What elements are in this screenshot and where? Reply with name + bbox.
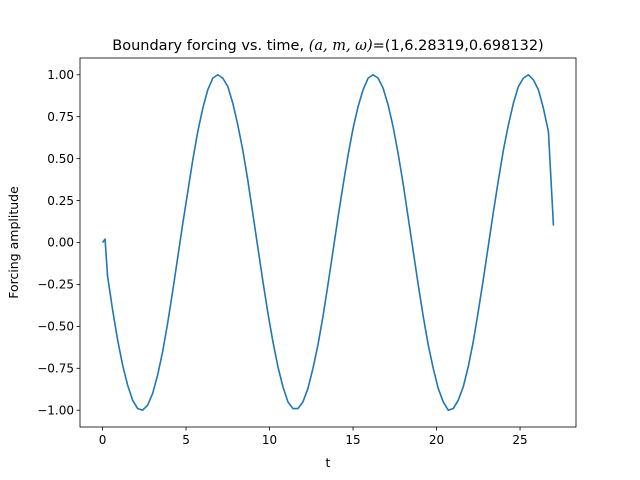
y-tick-label: 1.00 <box>47 68 74 82</box>
chart-title-suffix: =(1,6.28319,0.698132) <box>373 38 544 54</box>
x-tick-label: 25 <box>512 433 527 447</box>
x-tick-label: 20 <box>429 433 444 447</box>
x-tick-label: 10 <box>262 433 277 447</box>
y-axis-label: Forcing amplitude <box>6 186 21 299</box>
y-tick-label: 0.50 <box>47 152 74 166</box>
x-tick-label: 15 <box>345 433 360 447</box>
x-axis-ticks: 0 5 10 15 20 25 <box>99 427 528 447</box>
y-tick-label: 0.75 <box>47 110 74 124</box>
y-tick-label: 0.00 <box>47 236 74 250</box>
x-tick-label: 5 <box>182 433 190 447</box>
chart-title-math: (a, m, ω) <box>309 38 373 54</box>
y-axis-ticks: −1.00 −0.75 −0.50 −0.25 0.00 0.25 0.50 0.75 1.00 <box>37 68 80 417</box>
chart-title-prefix: Boundary forcing vs. time, <box>112 38 308 54</box>
y-tick-label: 0.25 <box>47 194 74 208</box>
x-axis-label: t <box>326 455 331 470</box>
y-tick-label: −0.25 <box>37 278 74 292</box>
chart-title: Boundary forcing vs. time, (a, m, ω)=(1,… <box>112 38 543 54</box>
x-tick-label: 0 <box>99 433 107 447</box>
series-layer <box>101 73 555 412</box>
y-tick-label: −0.75 <box>37 361 74 375</box>
y-tick-label: −0.50 <box>37 320 74 334</box>
y-tick-label: −1.00 <box>37 403 74 417</box>
series-line <box>101 73 555 412</box>
plot-area <box>80 58 576 427</box>
